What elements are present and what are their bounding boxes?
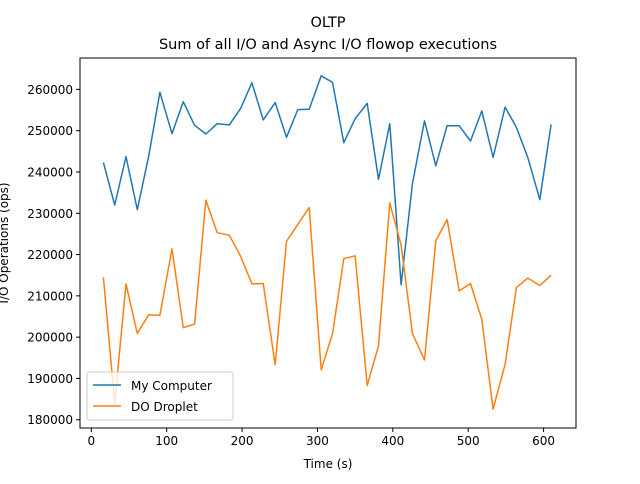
y-tick-label: 260000: [27, 83, 73, 97]
x-tick-label: 300: [306, 434, 329, 448]
ticks-layer: 0 100 200 300 400 500 600 180000 190000 200000 210…: [27, 83, 555, 448]
y-axis-label: I/O Operations (ops): [0, 182, 11, 303]
y-tick-label: 200000: [27, 331, 73, 345]
chart-title: OLTP: [310, 15, 345, 31]
x-tick-label: 600: [532, 434, 555, 448]
y-tick-label: 210000: [27, 289, 73, 303]
legend: My Computer DO Droplet: [86, 371, 234, 421]
x-tick-label: 500: [457, 434, 480, 448]
x-tick-label: 100: [155, 434, 178, 448]
legend-box: [86, 371, 234, 421]
plot-area-frame: [79, 57, 577, 429]
legend-label-do-droplet: DO Droplet: [131, 400, 198, 414]
x-axis-label: Time (s): [303, 457, 353, 471]
y-tick-label: 230000: [27, 207, 73, 221]
series-line-my-computer: [102, 75, 552, 286]
series-layer: [102, 75, 552, 410]
x-tick-label: 200: [231, 434, 254, 448]
y-tick-label: 190000: [27, 372, 73, 386]
x-tick-label: 400: [381, 434, 404, 448]
y-tick-label: 240000: [27, 165, 73, 179]
y-tick-label: 220000: [27, 248, 73, 262]
y-tick-label: 180000: [27, 413, 73, 427]
x-tick-label: 0: [87, 434, 95, 448]
series-line-do-droplet: [102, 199, 552, 410]
legend-label-my-computer: My Computer: [131, 379, 212, 393]
chart-subtitle: Sum of all I/O and Async I/O flowop exec…: [159, 37, 497, 53]
y-tick-label: 250000: [27, 124, 73, 138]
